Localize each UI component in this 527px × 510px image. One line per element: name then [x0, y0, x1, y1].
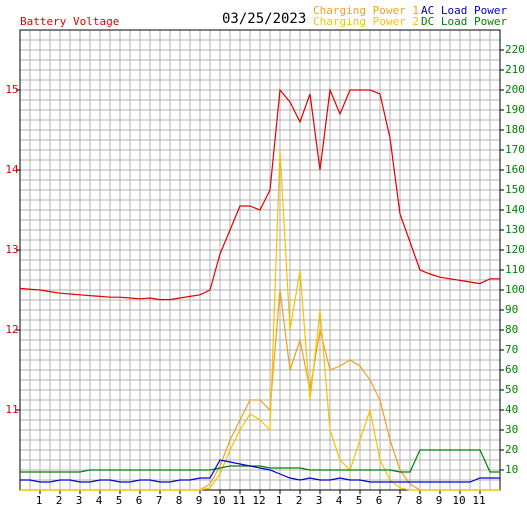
y-tick-label: 13: [5, 243, 18, 256]
y2-tick-label: 150: [505, 183, 525, 196]
y2-tick-label: 90: [505, 303, 518, 316]
x-tick-label: 5: [356, 494, 363, 507]
y2-tick-label: 70: [505, 343, 518, 356]
y2-tick-label: 40: [505, 403, 518, 416]
x-tick-label: 6: [136, 494, 143, 507]
y2-tick-label: 20: [505, 443, 518, 456]
plot-frame: [19, 29, 501, 491]
series-line: [20, 459, 500, 483]
x-tick-label: 10: [452, 494, 465, 507]
x-tick-label: 11: [232, 494, 245, 507]
y2-tick-label: 210: [505, 63, 525, 76]
y2-tick-label: 180: [505, 123, 525, 136]
x-tick-label: 5: [116, 494, 123, 507]
x-tick-label: 2: [296, 494, 303, 507]
y2-tick-label: 170: [505, 143, 525, 156]
x-tick-label: 8: [416, 494, 423, 507]
series-line: [19, 87, 500, 301]
y2-tick-label: 30: [505, 423, 518, 436]
y2-tick-label: 60: [505, 363, 518, 376]
legend-entry: DC Load Power: [421, 15, 507, 28]
y2-tick-label: 110: [505, 263, 525, 276]
series-line: [20, 449, 500, 473]
x-tick-label: 4: [336, 494, 343, 507]
x-tick-label: 12: [252, 494, 265, 507]
chart-title: Battery Voltage: [20, 15, 119, 28]
y2-tick-label: 50: [505, 383, 518, 396]
x-tick-label: 3: [316, 494, 323, 507]
y2-tick-label: 130: [505, 223, 525, 236]
x-tick-label: 3: [76, 494, 83, 507]
y2-tick-label: 120: [505, 243, 525, 256]
x-tick-label: 10: [212, 494, 225, 507]
y2-tick-label: 140: [505, 203, 525, 216]
x-tick-label: 2: [56, 494, 63, 507]
x-tick-label: 4: [96, 494, 103, 507]
y2-tick-label: 160: [505, 163, 525, 176]
series-line: [20, 149, 500, 491]
x-tick-label: 11: [472, 494, 485, 507]
y2-tick-label: 80: [505, 323, 518, 336]
date: 03/25/2023: [222, 11, 306, 27]
x-tick-label: 1: [36, 494, 43, 507]
x-tick-label: 9: [196, 494, 203, 507]
y-tick-label: 14: [5, 163, 19, 176]
x-tick-label: 9: [436, 494, 443, 507]
y2-tick-label: 10: [505, 463, 518, 476]
legend-entry: AC Load Power: [421, 4, 507, 17]
x-tick-label: 7: [396, 494, 403, 507]
x-tick-label: 7: [156, 494, 163, 507]
y2-tick-label: 190: [505, 103, 525, 116]
y-tick-label: 12: [5, 323, 18, 336]
y2-tick-label: 200: [505, 83, 525, 96]
x-tick-label: 1: [276, 494, 283, 507]
y2-tick-label: 100: [505, 283, 525, 296]
y2-tick-label: 220: [505, 43, 525, 56]
x-tick-label: 6: [376, 494, 383, 507]
y-tick-label: 15: [5, 83, 18, 96]
x-tick-label: 8: [176, 494, 183, 507]
y-tick-label: 11: [5, 403, 18, 416]
legend-entry: Charging Power 1: [313, 4, 419, 17]
legend-entry: Charging Power 2: [313, 15, 419, 28]
